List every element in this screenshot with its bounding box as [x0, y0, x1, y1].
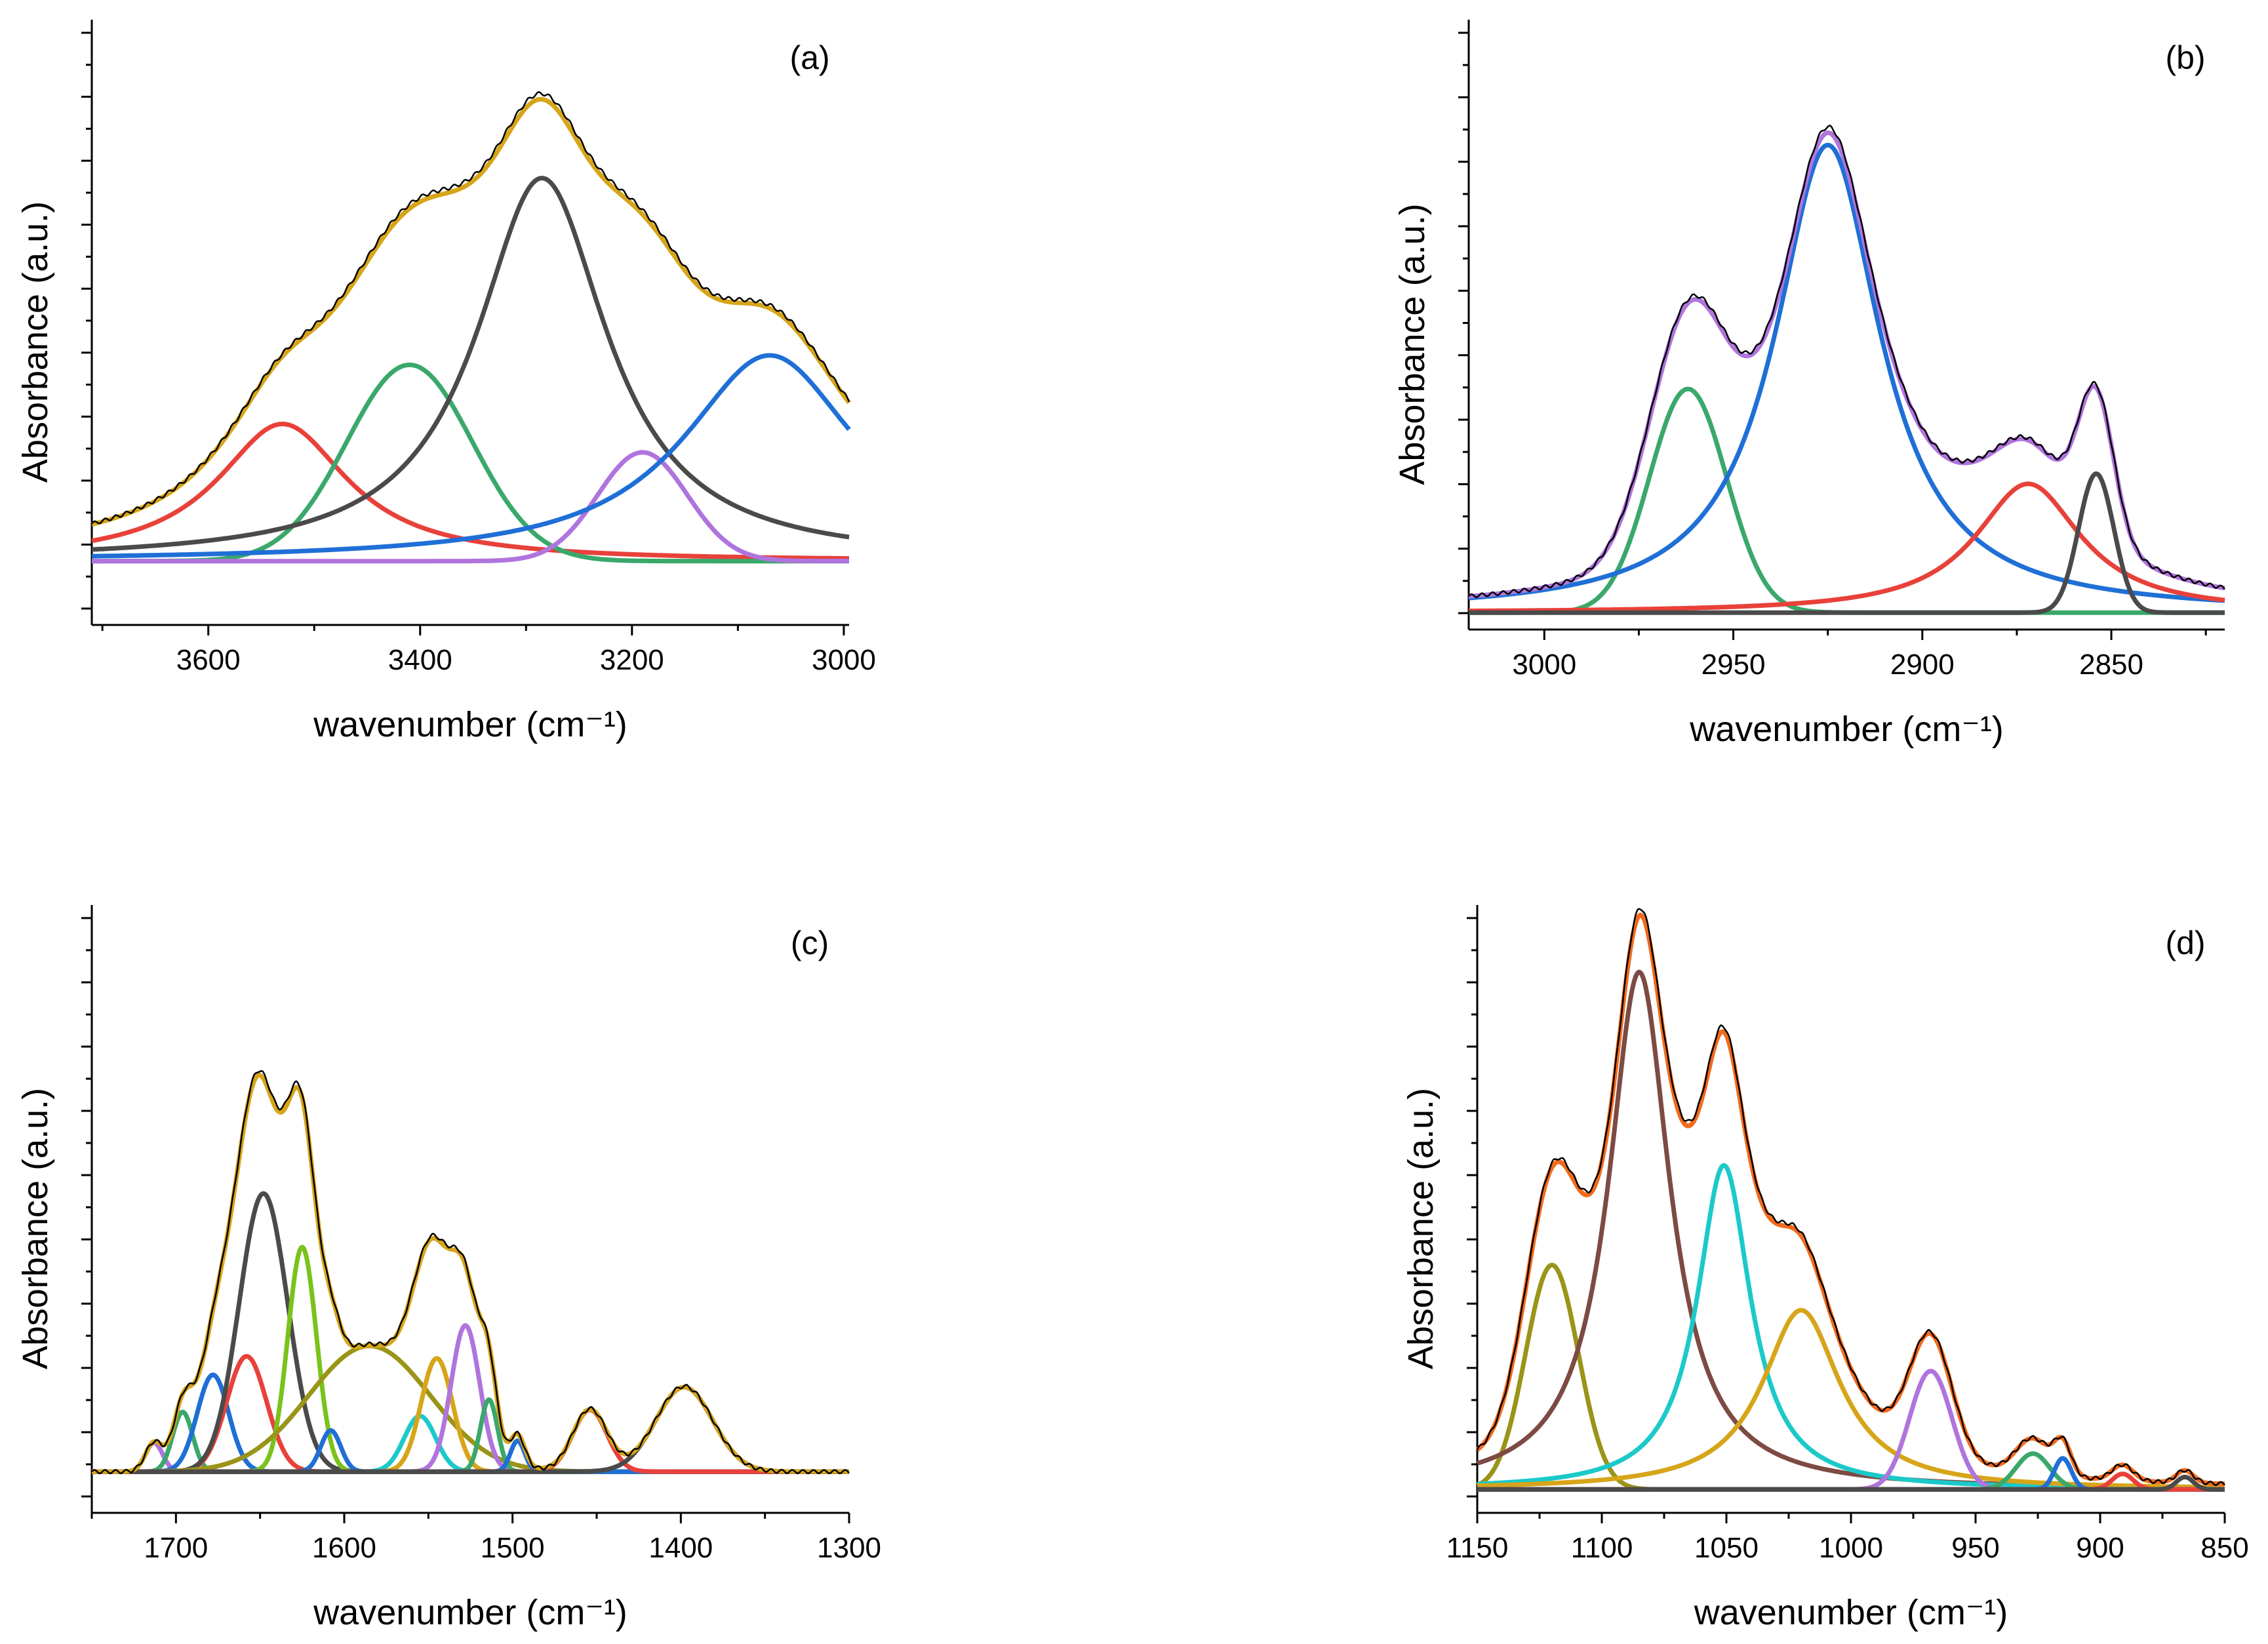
x-axis-title: wavenumber (cm⁻¹) [313, 705, 627, 744]
y-axis-title: Absorbance (a.u.) [16, 1088, 55, 1369]
x-tick-label: 1100 [1571, 1532, 1633, 1564]
panel-d: 1150 1100 1050 1000 950 900 850 wavenumber (cm⁻… [1401, 905, 2249, 1632]
x-tick-label: 2950 [1701, 649, 1766, 681]
x-tick-label: 2850 [2079, 649, 2143, 681]
panel-label: (a) [789, 39, 829, 76]
x-tick-label: 3400 [388, 644, 452, 676]
measured-spectrum [91, 90, 850, 525]
component-curve-2925 [1467, 142, 2226, 603]
x-tick-label: 950 [1951, 1532, 1999, 1564]
x-axis-title: wavenumber (cm⁻¹) [1689, 710, 2004, 749]
y-axis-title: Absorbance (a.u.) [1393, 203, 1432, 485]
x-axis-title: wavenumber (cm⁻¹) [313, 1593, 627, 1632]
measured-spectrum [1476, 908, 2225, 1487]
panel-c: 1700 1600 1500 1400 1300 wavenumber (cm⁻¹) Abs… [16, 905, 881, 1632]
x-tick-label: 1050 [1694, 1532, 1759, 1564]
x-axis-title: wavenumber (cm⁻¹) [1694, 1593, 2008, 1632]
panel-a: 3600 3400 3200 3000 wavenumber (cm⁻¹) Absorba… [16, 20, 876, 744]
x-tick-label: 1700 [144, 1532, 208, 1564]
component-curve-2962 [1467, 386, 2226, 615]
x-tick-label: 3200 [600, 644, 664, 676]
x-tick-label: 3000 [1512, 649, 1576, 681]
x-tick-label: 850 [2200, 1532, 2248, 1564]
x-tick-label: 3600 [176, 644, 241, 676]
x-tick-label: 1400 [648, 1532, 713, 1564]
component-curve-866 [1476, 1474, 2226, 1492]
y-axis-title: Absorbance (a.u.) [1401, 1088, 1441, 1369]
y-axis-title: Absorbance (a.u.) [16, 201, 55, 483]
measured-spectrum [1468, 125, 2225, 599]
fitted-envelope [90, 1073, 850, 1474]
panel-label: (d) [2165, 925, 2205, 961]
component-curve-2872 [1467, 481, 2226, 614]
panel-label: (c) [791, 925, 829, 961]
component-curve-3070 [90, 353, 851, 559]
x-tick-label: 1000 [1819, 1532, 1883, 1564]
x-tick-label: 1600 [312, 1532, 376, 1564]
x-tick-label: 900 [2076, 1532, 2124, 1564]
component-curve-1051 [1476, 1163, 2226, 1491]
fitted-envelope [90, 96, 851, 527]
component-curve-2854 [1467, 471, 2226, 615]
component-curve-3285 [90, 176, 850, 552]
x-tick-label: 1500 [481, 1532, 545, 1564]
panel-b: 3000 2950 2900 2850 wavenumber (cm⁻¹) Absorba… [1393, 20, 2226, 749]
x-tick-label: 1300 [817, 1532, 881, 1564]
panel-label: (b) [2165, 39, 2205, 76]
x-tick-label: 3000 [812, 644, 876, 676]
x-tick-label: 1150 [1446, 1532, 1509, 1564]
component-curve-1020 [1476, 1308, 2226, 1490]
measured-spectrum [91, 1070, 850, 1475]
component-curve-3190 [90, 450, 850, 564]
x-tick-label: 2900 [1890, 649, 1955, 681]
